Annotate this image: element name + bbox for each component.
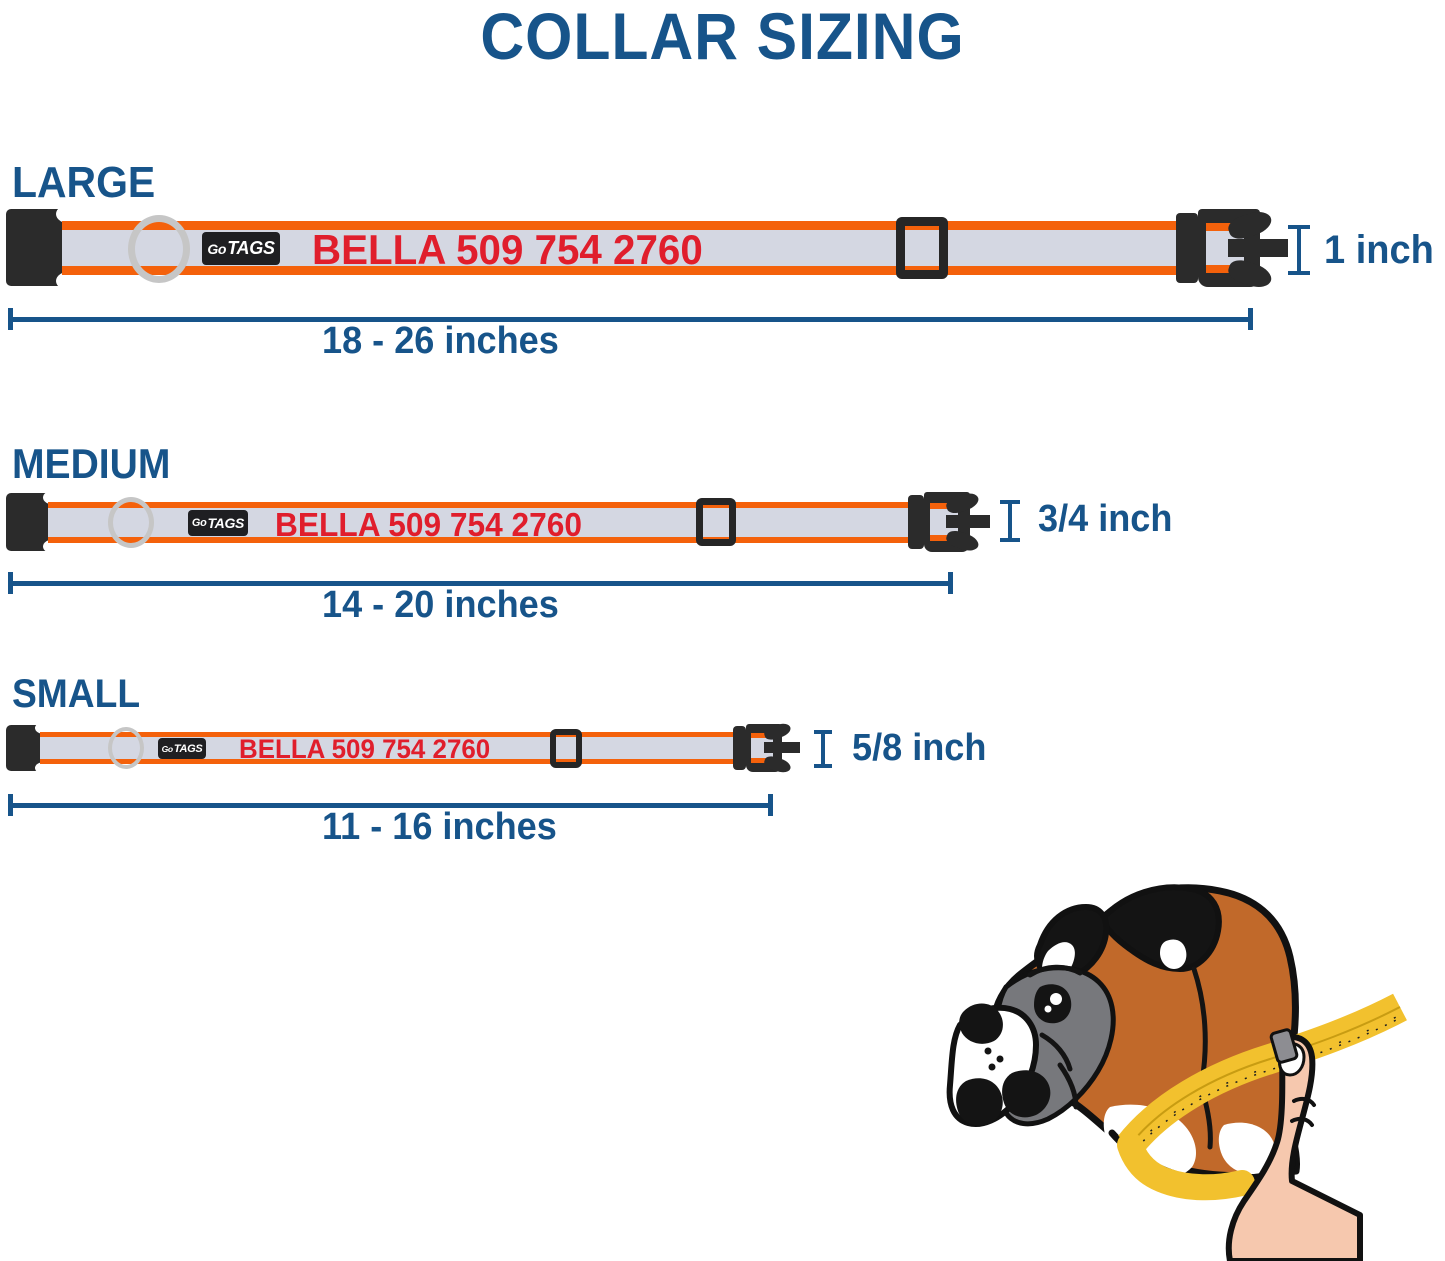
gotags-logo-tags: TAGS — [173, 742, 203, 755]
d-ring-icon — [108, 497, 154, 548]
width-marker-large — [1288, 225, 1310, 275]
width-label-small: 5/8 inch — [852, 727, 987, 769]
collar-graphic-small: Go TAGS BELLA 509 754 2760 — [0, 721, 800, 778]
dog-ear-highlight — [1160, 939, 1187, 969]
dog-whisker-dot — [996, 1055, 1004, 1063]
boxer-dog-illustration — [946, 884, 1407, 1261]
slider-adjuster-icon — [696, 498, 736, 546]
gotags-logo: Go TAGS — [158, 738, 206, 759]
width-label-large: 1 inch — [1324, 228, 1434, 272]
tape-measure-tail — [1117, 1132, 1255, 1201]
engraved-text-large: BELLA 509 754 2760 — [312, 226, 703, 273]
width-marker-small — [814, 730, 832, 768]
page-title: COLLAR SIZING — [480, 0, 965, 73]
slider-adjuster-icon — [550, 729, 582, 768]
knuckle-line — [1292, 1096, 1316, 1107]
engraved-text-medium: BELLA 509 754 2760 — [275, 506, 583, 543]
dog-eye-highlight — [1044, 1005, 1052, 1013]
slider-adjuster-icon — [896, 217, 948, 279]
dog-brow-line — [1027, 964, 1083, 978]
dog-lower-lip — [1002, 1070, 1051, 1118]
tape-measure-clip — [1269, 1028, 1299, 1064]
dog-chest-patch-2 — [1218, 1122, 1276, 1175]
tape-measure-centerline — [1129, 1006, 1401, 1146]
dog-wrinkle-line — [1039, 1032, 1073, 1072]
width-marker-medium — [1000, 500, 1020, 542]
length-label-large: 18 - 26 inches — [322, 320, 559, 362]
dog-whisker-dot — [984, 1047, 992, 1055]
gotags-logo: Go TAGS — [188, 510, 248, 536]
width-label-medium: 3/4 inch — [1038, 498, 1173, 540]
gotags-logo-tags: TAGS — [227, 238, 275, 258]
gotags-logo-go: Go — [191, 517, 207, 529]
size-label-large: LARGE — [12, 158, 156, 207]
dog-wrinkle-line — [1057, 1062, 1079, 1110]
size-label-small: SMALL — [12, 672, 141, 716]
size-label-medium: MEDIUM — [12, 440, 171, 487]
length-label-medium: 14 - 20 inches — [322, 584, 559, 626]
length-label-small: 11 - 16 inches — [322, 806, 557, 848]
dog-nose — [959, 1003, 1003, 1044]
dog-jowl — [956, 1078, 1003, 1126]
d-ring-icon — [128, 215, 190, 283]
gotags-logo-go: Go — [161, 743, 174, 754]
collar-graphic-large: Go TAGS BELLA 509 754 2760 — [0, 204, 1288, 292]
dog-ear-right — [1099, 884, 1222, 972]
knuckle-line — [1290, 1116, 1314, 1127]
gotags-logo-go: Go — [207, 240, 227, 257]
collar-graphic-medium: Go TAGS BELLA 509 754 2760 — [0, 489, 990, 556]
gotags-logo: Go TAGS — [202, 232, 280, 265]
dog-whisker-dot — [988, 1063, 996, 1071]
engraved-text-small: BELLA 509 754 2760 — [239, 734, 491, 764]
dog-cheek-line — [1191, 966, 1208, 1084]
gotags-logo-tags: TAGS — [207, 515, 245, 531]
dog-eye-highlight — [1050, 993, 1062, 1005]
length-dimension-large — [8, 308, 1253, 330]
length-dimension-medium — [8, 572, 953, 594]
length-dimension-small — [8, 794, 773, 816]
d-ring-icon — [108, 727, 144, 769]
